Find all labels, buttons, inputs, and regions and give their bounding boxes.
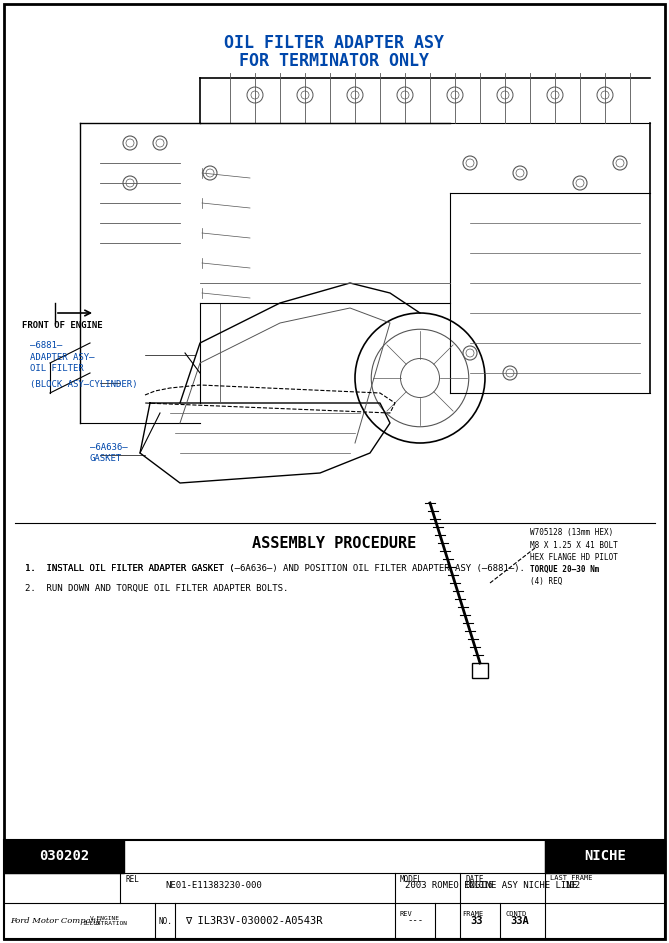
Text: OIL FILTER ADAPTER ASY: OIL FILTER ADAPTER ASY: [224, 34, 444, 52]
Text: ---: ---: [407, 917, 423, 925]
Text: FRONT OF ENGINE: FRONT OF ENGINE: [22, 321, 102, 329]
Text: CONTD: CONTD: [505, 911, 527, 917]
Text: 33: 33: [470, 916, 482, 926]
Text: TORQUE 20–30 Nm: TORQUE 20–30 Nm: [530, 565, 599, 573]
Text: 102: 102: [565, 882, 581, 890]
Text: 021016: 021016: [465, 882, 493, 890]
Text: 2.  RUN DOWN AND TORQUE OIL FILTER ADAPTER BOLTS.: 2. RUN DOWN AND TORQUE OIL FILTER ADAPTE…: [25, 584, 288, 592]
Text: 1.  INSTALL OIL FILTER ADAPTER GASKET (: 1. INSTALL OIL FILTER ADAPTER GASKET (: [25, 564, 235, 572]
Text: LAST FRAME: LAST FRAME: [550, 875, 593, 881]
Bar: [4, 840, 665, 939]
Bar: [472, 663, 488, 678]
Text: REV: REV: [400, 911, 413, 917]
Text: MODEL: MODEL: [400, 875, 423, 884]
Text: –6A636–
GASKET: –6A636– GASKET: [90, 442, 128, 463]
Text: FOR TERMINATOR ONLY: FOR TERMINATOR ONLY: [239, 52, 429, 70]
Text: (BLOCK ASY–CYLINDER): (BLOCK ASY–CYLINDER): [30, 380, 138, 389]
Text: ∇ IL3R3V-030002-A0543R: ∇ IL3R3V-030002-A0543R: [185, 916, 322, 926]
Text: REL: REL: [125, 875, 139, 884]
Bar: [545, 840, 665, 873]
Text: DATE: DATE: [465, 875, 484, 884]
Text: (4) REQ: (4) REQ: [530, 576, 563, 586]
Text: 2003 ROMEO ENGINE ASY NICHE LINE: 2003 ROMEO ENGINE ASY NICHE LINE: [405, 882, 577, 890]
Text: NE01-E11383230-000: NE01-E11383230-000: [165, 882, 262, 890]
Text: 1.  INSTALL OIL FILTER ADAPTER GASKET (–6A636–) AND POSITION OIL FILTER ADAPTER : 1. INSTALL OIL FILTER ADAPTER GASKET (–6…: [25, 564, 525, 572]
Text: FRAME: FRAME: [462, 911, 483, 917]
Text: HEX FLANGE HD PILOT: HEX FLANGE HD PILOT: [530, 553, 618, 561]
Text: –6881–
ADAPTER ASY–
OIL FILTER: –6881– ADAPTER ASY– OIL FILTER: [30, 340, 94, 373]
Text: W705128 (13mm HEX): W705128 (13mm HEX): [530, 528, 613, 538]
Text: 030202: 030202: [39, 849, 89, 863]
Text: 33A: 33A: [510, 916, 529, 926]
Text: V-ENGINE
ILLUSTRATION: V-ENGINE ILLUSTRATION: [82, 916, 128, 926]
Text: NICHE: NICHE: [584, 849, 626, 863]
Bar: [4, 840, 124, 873]
Text: NO.: NO.: [158, 917, 172, 925]
Text: ASSEMBLY PROCEDURE: ASSEMBLY PROCEDURE: [252, 536, 416, 551]
Text: Ford Motor Company: Ford Motor Company: [10, 917, 101, 925]
Text: M8 X 1.25 X 41 BOLT: M8 X 1.25 X 41 BOLT: [530, 540, 618, 550]
